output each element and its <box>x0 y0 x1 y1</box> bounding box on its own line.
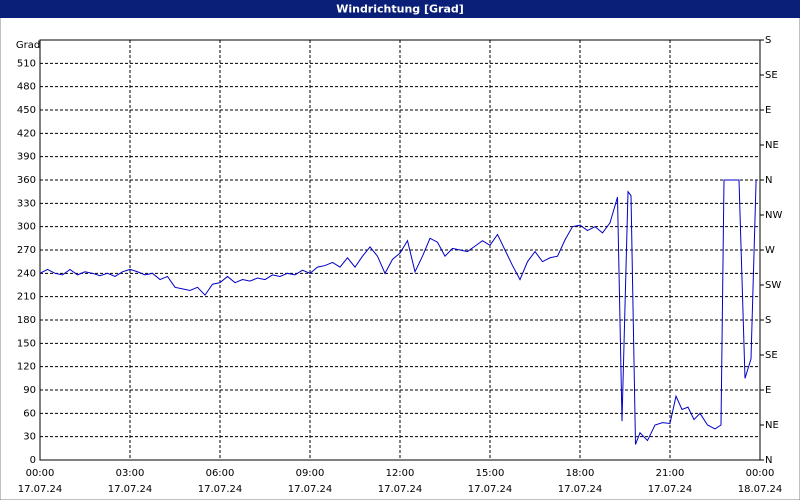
y2-tick-label: N <box>765 175 772 186</box>
x-tick-date: 17.07.24 <box>108 484 153 495</box>
y-tick-label: 210 <box>17 292 36 303</box>
y-tick-label: 270 <box>17 245 36 256</box>
x-tick-label: 21:00 <box>656 468 685 479</box>
y2-tick-label: NE <box>765 140 779 151</box>
x-tick-label: 09:00 <box>296 468 325 479</box>
y-tick-label: 240 <box>17 268 36 279</box>
y-tick-label: 180 <box>17 315 36 326</box>
y-tick-label: 60 <box>23 408 36 419</box>
x-tick-label: 00:00 <box>746 468 775 479</box>
x-tick-label: 12:00 <box>386 468 415 479</box>
y-tick-label: 150 <box>17 338 36 349</box>
x-tick-date: 17.07.24 <box>558 484 603 495</box>
x-tick-date: 17.07.24 <box>378 484 423 495</box>
y-tick-label: 30 <box>23 432 36 443</box>
y-tick-label: 420 <box>17 128 36 139</box>
y-tick-label: 300 <box>17 222 36 233</box>
y2-tick-label: NE <box>765 420 779 431</box>
plot-border <box>39 39 761 461</box>
x-tick-label: 03:00 <box>116 468 145 479</box>
x-tick-date: 17.07.24 <box>288 484 333 495</box>
y2-tick-label: N <box>765 455 772 466</box>
x-tick-label: 06:00 <box>206 468 235 479</box>
data-line <box>39 179 757 445</box>
y-tick-label: 330 <box>17 198 36 209</box>
x-tick-date: 17.07.24 <box>198 484 243 495</box>
y2-tick-label: SE <box>765 350 778 361</box>
y-tick-label: 510 <box>17 58 36 69</box>
y-tick-label: 390 <box>17 152 36 163</box>
y-tick-label: 120 <box>17 362 36 373</box>
y2-tick-label: NW <box>765 210 782 221</box>
y-tick-label: 90 <box>23 385 36 396</box>
x-tick-label: 18:00 <box>566 468 595 479</box>
y2-tick-label: S <box>765 35 771 46</box>
x-tick-label: 00:00 <box>26 468 55 479</box>
y-tick-label: 450 <box>17 105 36 116</box>
x-tick-date: 17.07.24 <box>648 484 693 495</box>
y-axis-label: Grad <box>16 40 40 51</box>
y2-tick-label: SE <box>765 70 778 81</box>
y2-tick-label: S <box>765 315 771 326</box>
y2-tick-label: SW <box>765 280 781 291</box>
y2-tick-label: E <box>765 105 771 116</box>
y2-tick-label: E <box>765 385 771 396</box>
y-tick-label: 360 <box>17 175 36 186</box>
y-tick-label: 0 <box>30 455 36 466</box>
x-tick-date: 18.07.24 <box>738 484 783 495</box>
x-tick-date: 17.07.24 <box>468 484 513 495</box>
y2-tick-label: W <box>765 245 775 256</box>
x-tick-date: 17.07.24 <box>18 484 63 495</box>
title-bar <box>0 0 800 18</box>
chart-title: Windrichtung [Grad] <box>336 3 464 16</box>
x-tick-label: 15:00 <box>476 468 505 479</box>
y-tick-label: 480 <box>17 82 36 93</box>
